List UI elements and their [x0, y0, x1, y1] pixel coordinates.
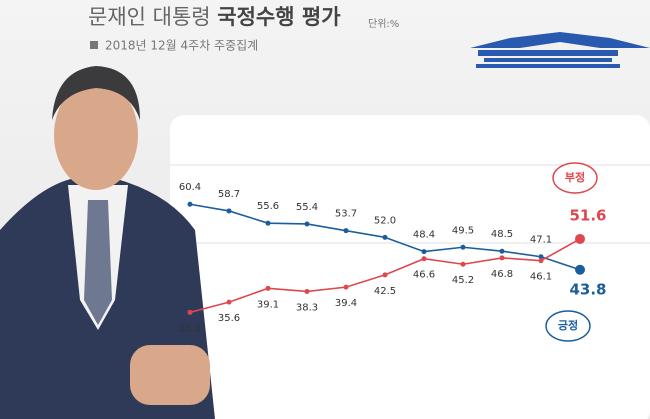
point [460, 261, 466, 267]
point [538, 254, 544, 260]
value-label: 55.4 [296, 202, 318, 213]
value-label: 35.6 [218, 313, 240, 324]
legend-label: 긍정 [558, 318, 578, 332]
point [382, 234, 388, 240]
value-label: 39.4 [335, 298, 357, 309]
value-label: 47.1 [530, 235, 552, 246]
value-label: 51.6 [569, 206, 606, 224]
value-label: 46.6 [413, 270, 435, 281]
value-label: 52.0 [374, 215, 396, 226]
point [421, 256, 427, 262]
point [343, 284, 349, 290]
point [421, 249, 427, 255]
value-label: 55.6 [257, 201, 279, 212]
point [499, 248, 505, 254]
value-label: 49.5 [452, 225, 474, 236]
value-label: 43.8 [569, 280, 606, 298]
point [343, 228, 349, 234]
legend-label: 부정 [565, 170, 585, 184]
value-label: 38.3 [296, 302, 318, 313]
legend-bubble [545, 310, 591, 342]
point [226, 208, 232, 214]
value-label: 58.7 [218, 189, 240, 200]
value-label: 48.4 [413, 230, 435, 241]
value-label: 46.8 [491, 269, 513, 280]
point [265, 220, 271, 226]
bullet [90, 41, 98, 49]
value-label: 45.2 [452, 275, 474, 286]
value-label: 46.1 [530, 272, 552, 283]
point [226, 299, 232, 305]
value-label: 53.7 [335, 209, 357, 220]
point [382, 272, 388, 278]
value-label: 33.0 [179, 323, 201, 334]
point [460, 244, 466, 250]
point [575, 233, 585, 244]
point [187, 309, 193, 315]
blue-house-icon [470, 32, 650, 68]
value-label: 39.1 [257, 299, 279, 310]
value-label: 42.5 [374, 286, 396, 297]
chart-title: 문재인 대통령 국정수행 평가 [88, 5, 341, 29]
point [187, 201, 193, 207]
point [304, 288, 310, 294]
legend-bubble [552, 162, 598, 194]
plot-panel [170, 115, 650, 419]
value-label: 48.5 [491, 229, 513, 240]
point [265, 285, 271, 291]
unit: 단위:% [368, 17, 399, 30]
point [304, 221, 310, 227]
portrait [0, 66, 215, 419]
point [499, 255, 505, 261]
point [538, 258, 544, 264]
point [575, 264, 585, 275]
subtitle: 2018년 12월 4주차 주중집계 [105, 39, 258, 53]
value-label: 60.4 [179, 182, 201, 193]
